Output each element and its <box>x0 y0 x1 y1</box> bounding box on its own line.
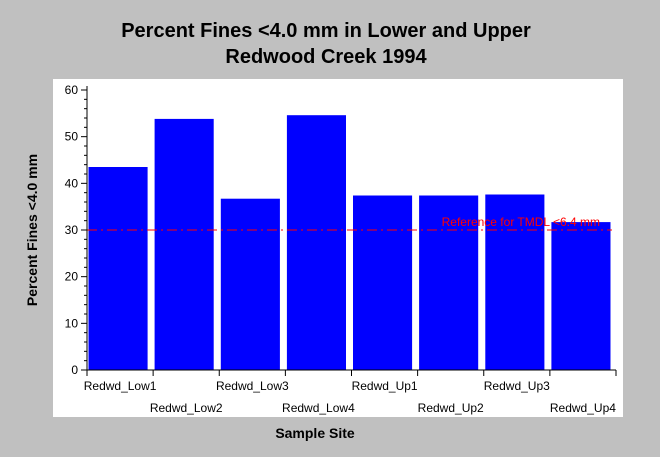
chart-title-line-1: Percent Fines <4.0 mm in Lower and Upper <box>121 20 531 42</box>
bar-redwd-low4 <box>286 115 346 370</box>
axes-group: 0 10 20 30 40 50 60 Redwd_Low1 Redwd_Low2 Redwd_L… <box>65 83 617 415</box>
bar-redwd-up2 <box>419 195 479 370</box>
y-tick-label: 30 <box>65 223 79 237</box>
y-tick-label: 40 <box>65 176 79 190</box>
bar-redwd-low1 <box>88 167 148 370</box>
y-tick-label: 60 <box>65 83 79 97</box>
y-tick-label: 50 <box>65 130 79 144</box>
bar-redwd-low3 <box>220 198 280 370</box>
reference-group: Reference for TMDL <6.4 mm <box>87 215 612 231</box>
y-tick-label: 0 <box>71 363 78 377</box>
bar-redwd-up1 <box>353 195 413 370</box>
x-axis-title: Sample Site <box>275 425 355 441</box>
x-tick-label: Redwd_Low4 <box>282 401 355 415</box>
reference-label: Reference for TMDL <6.4 mm <box>442 215 600 229</box>
x-tick-label: Redwd_Up1 <box>352 379 418 393</box>
bar-redwd-up4 <box>551 222 611 370</box>
bar-redwd-low2 <box>154 118 214 371</box>
x-tick-label: Redwd_Low2 <box>150 401 223 415</box>
bar-redwd-up3 <box>485 194 545 370</box>
y-tick-label: 20 <box>65 270 79 284</box>
y-axis-title: Percent Fines <4.0 mm <box>24 154 40 306</box>
x-tick-label: Redwd_Up4 <box>550 401 616 415</box>
x-tick-label: Redwd_Low3 <box>216 379 289 393</box>
bars-group <box>88 115 611 371</box>
y-tick-label: 10 <box>65 316 79 330</box>
x-tick-label: Redwd_Low1 <box>84 379 157 393</box>
chart-title-line-2: Redwood Creek 1994 <box>225 46 427 68</box>
x-tick-label: Redwd_Up3 <box>484 379 550 393</box>
x-tick-label: Redwd_Up2 <box>418 401 484 415</box>
